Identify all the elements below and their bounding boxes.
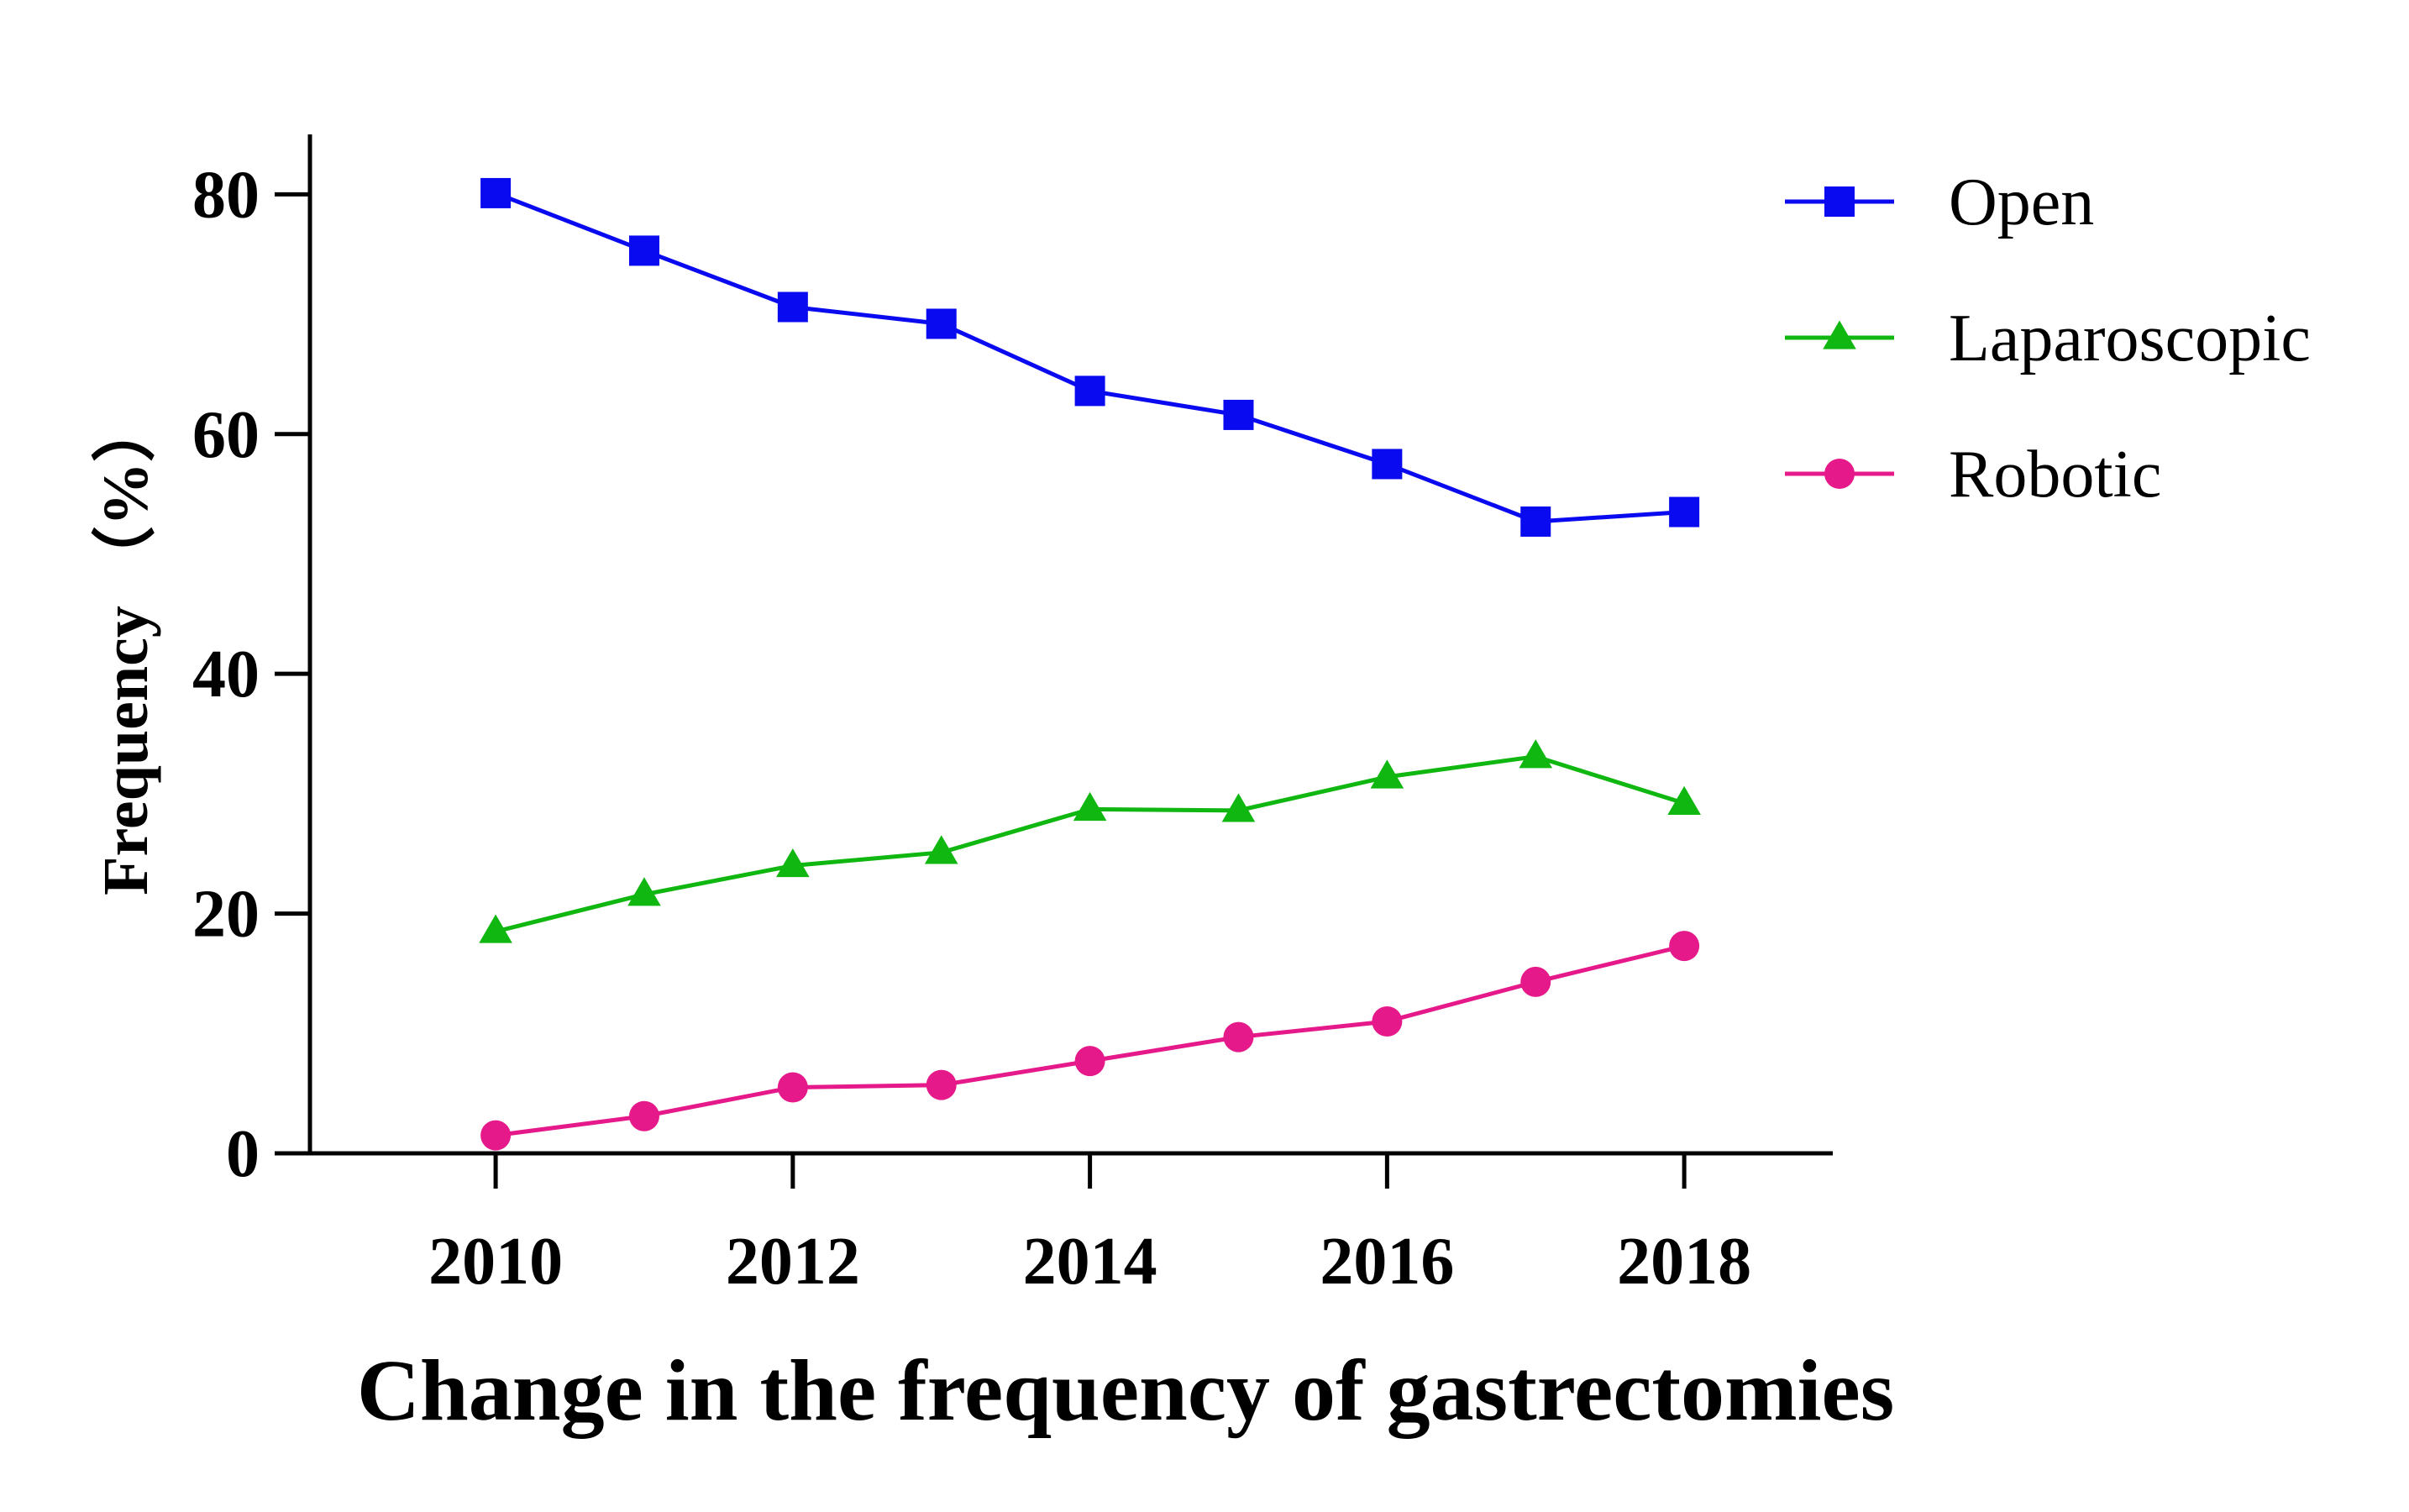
y-tick-label: 60 (192, 398, 260, 472)
x-axis-title: Change in the frequency of gastrectomies (357, 1342, 1894, 1439)
data-point-laparoscopic (1370, 759, 1404, 789)
legend-item-open: Open (1785, 165, 2094, 239)
data-point-open (480, 177, 512, 208)
series-robotic (480, 931, 1700, 1151)
data-point-laparoscopic (479, 914, 512, 943)
data-point-robotic (1669, 931, 1700, 962)
axes: 0 20 40 60 80 2010 2012 2014 2016 2018 (192, 134, 1833, 1299)
legend-label-robotic: Robotic (1949, 438, 2161, 512)
data-point-open (628, 235, 659, 266)
y-tick-label: 0 (226, 1117, 260, 1191)
legend-label-open: Open (1949, 165, 2094, 239)
data-point-robotic (480, 1120, 512, 1151)
data-point-open (1074, 375, 1105, 407)
legend-marker-open (1824, 186, 1855, 217)
legend: Open Laparoscopic Robotic (1785, 165, 2311, 512)
legend-item-robotic: Robotic (1785, 438, 2161, 512)
legend-marker-robotic (1824, 459, 1855, 489)
series-line-open (495, 191, 1685, 524)
data-point-robotic (777, 1072, 808, 1103)
data-point-laparoscopic (627, 877, 661, 906)
data-point-open (777, 291, 808, 323)
x-tick-label: 2014 (1023, 1225, 1157, 1299)
data-point-laparoscopic (1073, 791, 1107, 822)
x-tick-label: 2010 (428, 1225, 563, 1299)
y-tick-label: 80 (192, 158, 260, 232)
series-group (479, 177, 1701, 1151)
series-line-robotic (495, 943, 1685, 1138)
x-tick-label: 2016 (1320, 1225, 1454, 1299)
data-point-laparoscopic (1667, 785, 1701, 815)
data-point-robotic (926, 1069, 957, 1100)
x-tick-label: 2012 (726, 1225, 860, 1299)
data-point-laparoscopic (924, 835, 958, 864)
series-open (480, 177, 1700, 537)
data-point-open (926, 308, 957, 339)
data-point-robotic (1372, 1006, 1403, 1037)
y-tick-label: 40 (192, 638, 260, 711)
legend-label-laparoscopic: Laparoscopic (1949, 302, 2311, 375)
x-tick-label: 2018 (1617, 1225, 1751, 1299)
y-tick-label: 20 (192, 878, 260, 952)
y-axis-title: Frequency （%） (91, 398, 161, 895)
data-point-robotic (1520, 966, 1551, 997)
data-point-robotic (628, 1100, 659, 1131)
data-point-robotic (1074, 1046, 1105, 1077)
data-point-open (1669, 496, 1700, 528)
data-point-laparoscopic (776, 848, 810, 878)
data-point-robotic (1223, 1021, 1254, 1053)
legend-marker-laparoscopic (1823, 320, 1856, 349)
legend-item-laparoscopic: Laparoscopic (1785, 302, 2311, 375)
data-point-laparoscopic (1519, 739, 1553, 769)
data-point-open (1520, 506, 1551, 537)
series-laparoscopic (479, 739, 1701, 943)
series-line-laparoscopic (495, 754, 1685, 934)
data-point-laparoscopic (1221, 793, 1256, 822)
data-point-open (1223, 399, 1254, 430)
data-point-open (1372, 449, 1403, 480)
